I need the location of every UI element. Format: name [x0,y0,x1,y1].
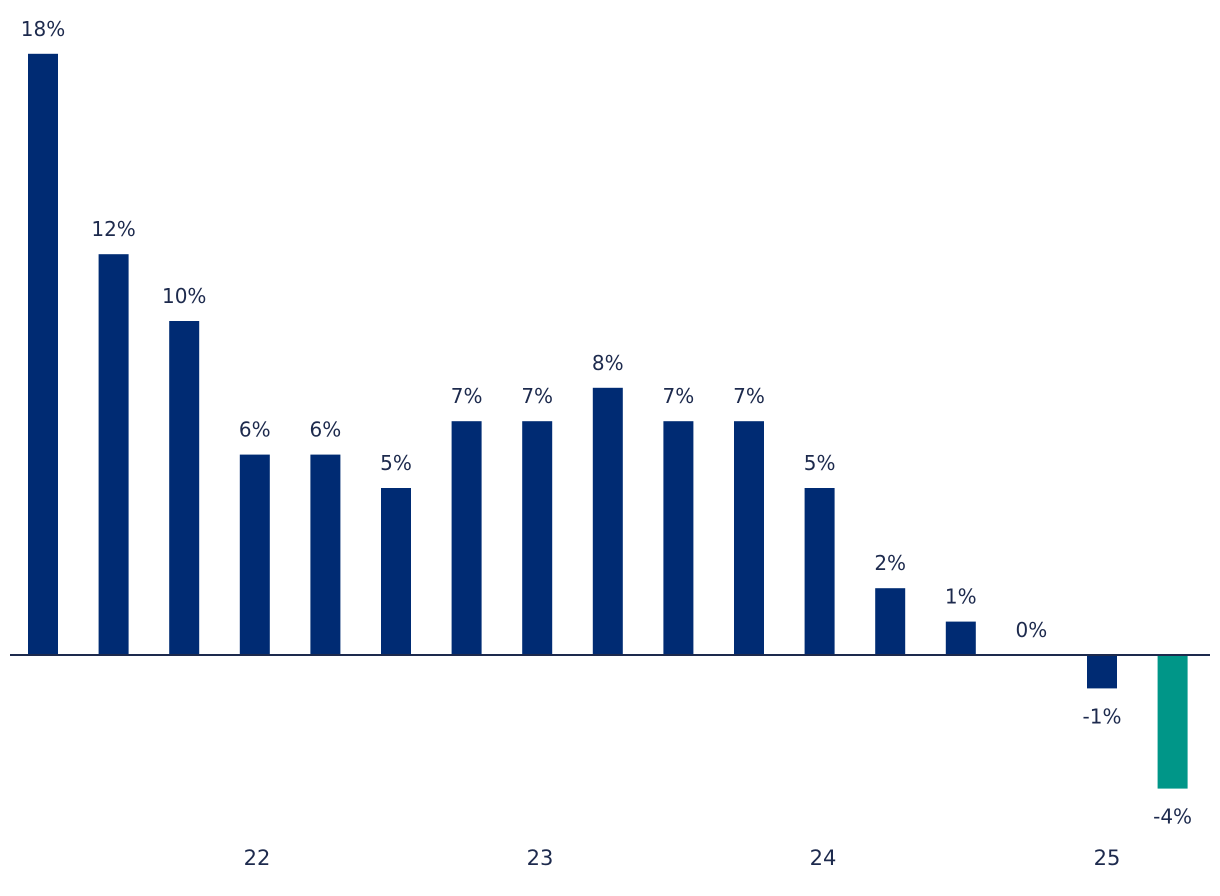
bar-16 [1157,655,1188,789]
data-label-14: 0% [1016,618,1048,642]
x-tick-labels-group: 22 23 24 25 [244,846,1121,870]
bar-11 [804,488,835,655]
bar-10 [734,421,764,655]
bar-4 [310,454,341,655]
data-label-3: 6% [239,418,271,442]
data-label-11: 5% [804,451,836,475]
data-label-2: 10% [162,284,206,308]
data-label-15: -1% [1083,704,1122,728]
data-label-7: 7% [521,384,553,408]
bar-5 [381,488,411,655]
data-label-4: 6% [310,418,342,442]
bar-7 [522,421,553,655]
data-labels-group: 18% 12% 10% 6% 6% 5% 7% 7% 8% 7% 7% 5% 2% 1% 0% -1% -4% [21,17,1192,829]
data-label-9: 7% [663,384,695,408]
data-label-1: 12% [91,217,135,241]
data-label-8: 8% [592,351,624,375]
x-tick-label-22: 22 [244,846,271,870]
x-tick-label-25: 25 [1094,846,1121,870]
data-label-6: 7% [451,384,483,408]
bar-0 [28,53,58,656]
x-tick-label-24: 24 [810,846,837,870]
x-tick-label-23: 23 [527,846,554,870]
data-label-12: 2% [874,551,906,575]
bar-12 [875,588,906,655]
data-label-13: 1% [945,585,977,609]
bar-2 [169,321,200,655]
bar-9 [663,421,694,655]
bar-6 [451,421,482,655]
bar-8 [592,387,623,655]
bar-1 [98,254,129,655]
data-label-0: 18% [21,17,65,41]
bar-15 [1087,655,1117,689]
bars-group [28,53,1188,789]
bar-13 [945,621,976,655]
data-label-16: -4% [1153,805,1192,829]
bar-3 [239,454,270,655]
data-label-5: 5% [380,451,412,475]
data-label-10: 7% [733,384,765,408]
